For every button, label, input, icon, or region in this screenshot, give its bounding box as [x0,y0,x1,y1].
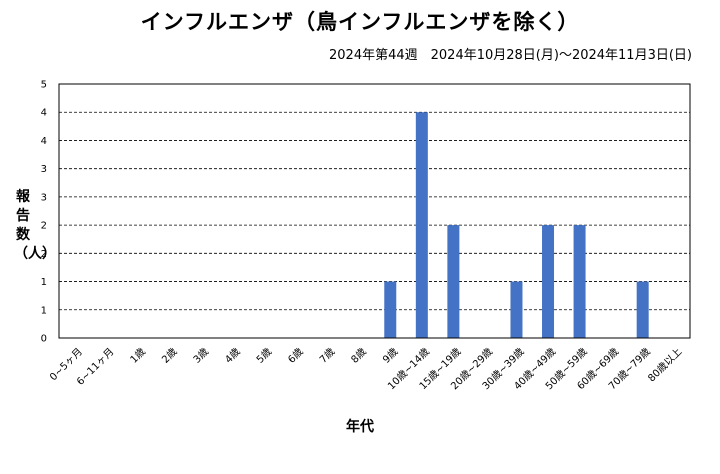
x-axis-label: 年代 [346,419,374,435]
x-tick-label: 5歳 [254,346,274,366]
x-tick-label: 9歳 [380,346,400,366]
gridlines [59,111,690,311]
bar [415,112,428,338]
y-tick-labels: 0 1 1 2 2 3 3 4 4 5 [41,80,47,345]
x-tick-label: 4歳 [223,346,243,366]
bars [384,112,649,338]
y-tick-label: 2 [41,249,47,260]
plot-frame [58,83,691,339]
chart-title: インフルエンザ（鳥インフルエンザを除く） [140,10,580,34]
bar [542,225,555,338]
bar [384,281,397,338]
x-tick-label: 6歳 [286,346,306,366]
y-tick-label: 3 [41,164,47,175]
x-tick-label: 1歳 [128,346,148,366]
x-tick-label: 80歳以上 [646,346,685,385]
y-tick-label: 2 [41,221,47,232]
y-tick-label: 3 [41,192,47,203]
x-tick-label: 2歳 [159,346,179,366]
y-tick-label: 0 [41,334,47,345]
y-tick-label: 1 [41,305,47,316]
x-tick-label: 8歳 [349,346,369,366]
x-tick-label: 7歳 [317,346,337,366]
y-tick-label: 4 [41,108,47,119]
bar [510,281,523,338]
y-tick-label: 5 [41,80,47,91]
chart-subtitle: 2024年第44週 2024年10月28日(月)～2024年11月3日(日) [329,48,692,63]
bar [573,225,586,338]
bar [447,225,460,338]
y-tick-label: 1 [41,277,47,288]
x-tick-label: 3歳 [191,346,211,366]
bar [636,281,649,338]
y-tick-label: 4 [41,136,47,147]
